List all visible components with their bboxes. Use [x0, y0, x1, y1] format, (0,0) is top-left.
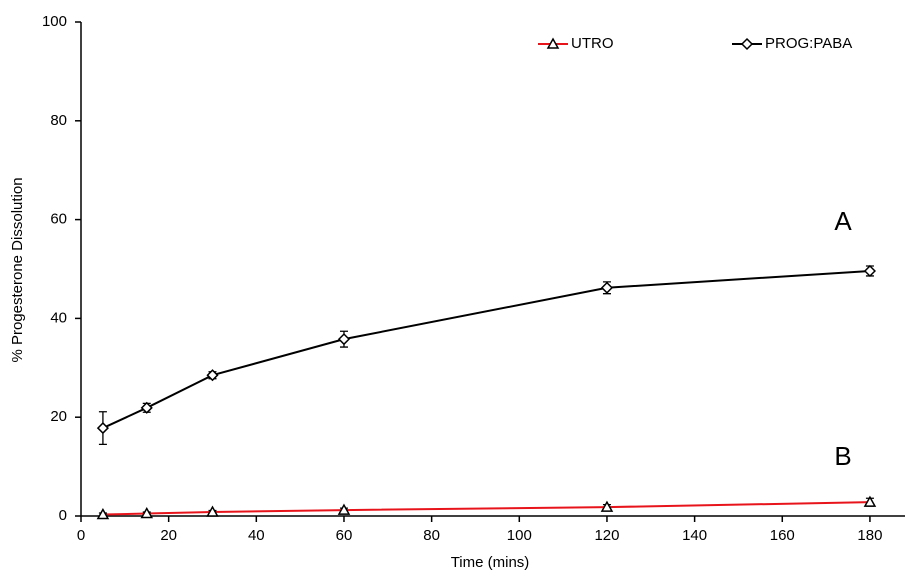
- legend-label: PROG:PABA: [765, 35, 852, 52]
- x-tick-label: 60: [336, 527, 353, 544]
- series-line: [102, 269, 870, 429]
- x-tick-label: 0: [77, 527, 85, 544]
- x-tick-label: 140: [682, 527, 707, 544]
- marker: [863, 495, 877, 507]
- legend-label: UTRO: [571, 35, 614, 52]
- marker: [96, 507, 110, 520]
- marker: [337, 333, 351, 346]
- y-axis-label: % Progesterone Dissolution: [9, 177, 26, 362]
- series-line: [102, 501, 870, 516]
- marker: [96, 422, 109, 435]
- x-tick-label: 40: [248, 527, 265, 544]
- annotation: B: [834, 441, 851, 471]
- marker: [863, 264, 876, 278]
- marker: [140, 401, 153, 414]
- x-tick-label: 100: [507, 527, 532, 544]
- legend-marker: [546, 37, 560, 49]
- x-tick-label: 20: [160, 527, 177, 544]
- y-tick-label: 20: [50, 408, 67, 425]
- marker: [206, 369, 219, 382]
- y-tick-label: 40: [50, 309, 67, 326]
- legend-marker: [740, 37, 754, 51]
- x-tick-label: 80: [423, 527, 440, 544]
- marker: [337, 503, 351, 515]
- x-tick-label: 120: [594, 527, 619, 544]
- annotation: A: [834, 206, 852, 236]
- y-tick-label: 0: [59, 507, 67, 524]
- x-tick-label: 180: [857, 527, 882, 544]
- marker: [600, 281, 614, 294]
- y-tick-label: 100: [42, 13, 67, 30]
- marker: [600, 500, 614, 512]
- marker: [206, 505, 219, 517]
- marker: [140, 506, 154, 519]
- y-tick-label: 60: [50, 211, 67, 228]
- x-tick-label: 160: [770, 527, 795, 544]
- y-tick-label: 80: [50, 112, 67, 129]
- x-axis-label: Time (mins): [451, 554, 530, 571]
